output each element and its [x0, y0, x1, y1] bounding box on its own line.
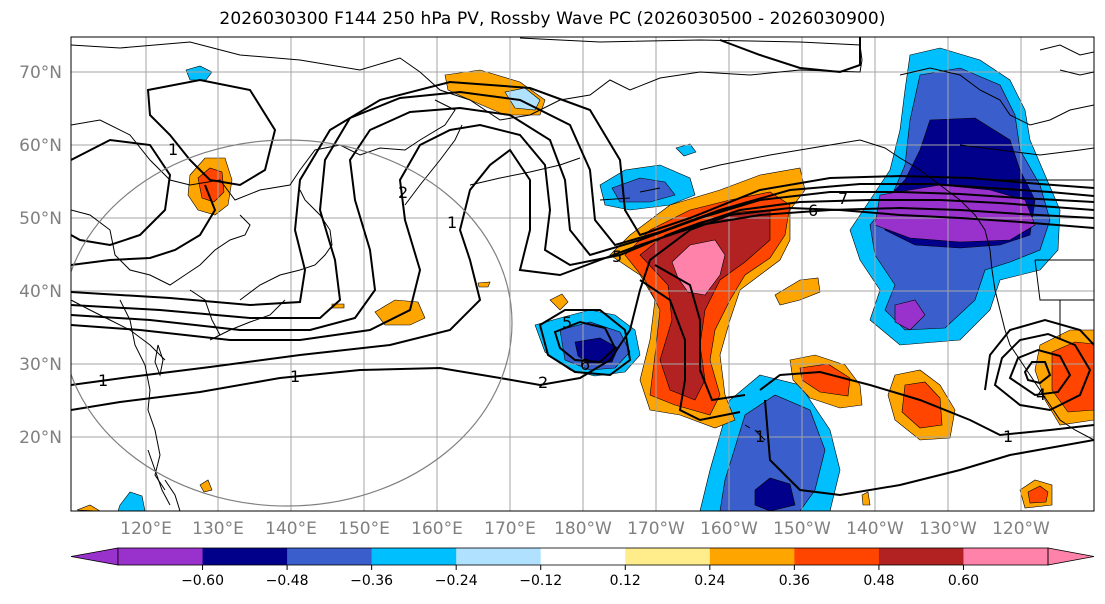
colorbar-tick-label: 0.24 [694, 573, 725, 589]
lon-label: 160°W [700, 519, 758, 539]
map-frame [70, 36, 1095, 512]
colorbar-tick-label: −0.36 [350, 573, 393, 589]
lon-label: 170°E [484, 519, 536, 539]
contour-label: 6 [808, 201, 818, 220]
lon-label: 140°E [265, 519, 317, 539]
colorbar-segment [540, 548, 626, 565]
contour-label: 2 [398, 183, 408, 202]
colorbar-segment [794, 548, 880, 565]
lon-label: 120°W [992, 519, 1050, 539]
colorbar-tick-label: 0.36 [779, 573, 810, 589]
lon-label: 130°E [192, 519, 244, 539]
lon-label: 140°W [846, 519, 904, 539]
colorbar-tick-label: 0.60 [948, 573, 979, 589]
pos-anomaly-se-2b [901, 381, 943, 429]
reference-circle [71, 139, 513, 507]
contour-label: 7 [838, 189, 848, 208]
lon-label: 150°E [338, 519, 390, 539]
neg-anomaly-south-3 [754, 477, 796, 511]
map-title: 2026030300 F144 250 hPa PV, Rossby Wave … [219, 9, 886, 29]
neg-anomaly-south-2 [719, 394, 826, 511]
contour-label: 5 [562, 313, 572, 332]
colorbar-extend-max [1047, 547, 1095, 566]
lat-label: 60°N [19, 136, 62, 156]
pos-anomaly-small-4 [199, 479, 213, 493]
lat-label: 40°N [19, 282, 62, 302]
colorbar-segment [118, 548, 204, 565]
colorbar-segment [456, 548, 542, 565]
colorbar-segment [963, 548, 1049, 565]
coastlines [71, 37, 1094, 511]
contour-labels: 1 2 1 1 1 1 2 5 6 5 6 7 4 1 [98, 140, 1046, 446]
neg-anomaly-topleft [185, 65, 213, 81]
pos-anomaly-north-2 [504, 87, 541, 111]
lat-label: 70°N [19, 63, 62, 83]
neg-anomaly-central-3 [574, 337, 619, 365]
contour-label: 1 [755, 427, 765, 446]
lon-label: 130°W [919, 519, 977, 539]
pos-anomaly-small-1 [374, 299, 426, 326]
lon-label: 170°W [627, 519, 685, 539]
colorbar-segment [202, 548, 288, 565]
contour-label: 1 [168, 140, 178, 159]
pos-anomaly-small-2 [549, 293, 569, 311]
pos-anomaly-small-6 [861, 491, 871, 506]
contour-label: 1 [98, 371, 108, 390]
lat-label: 20°N [19, 428, 62, 448]
pos-anomaly-small-5 [477, 281, 491, 288]
lat-label: 30°N [19, 355, 62, 375]
colorbar-segment [625, 548, 711, 565]
contour-label: 6 [580, 355, 590, 374]
colorbar-segment [287, 548, 373, 565]
colorbar-segment [371, 548, 457, 565]
contour-label: 2 [538, 373, 548, 392]
contour-label: 5 [612, 247, 622, 266]
colorbar-tick-label: −0.12 [519, 573, 562, 589]
neg-anomaly-bottomleft [117, 491, 146, 511]
contour-label: 1 [447, 213, 457, 232]
colorbar-frame [117, 547, 1049, 566]
colorbar-segment [709, 548, 795, 565]
lon-label: 150°W [773, 519, 831, 539]
colorbar-tick-label: 0.12 [610, 573, 641, 589]
colorbar-tick-label: 0.48 [863, 573, 894, 589]
colorbar-tick-label: −0.60 [181, 573, 224, 589]
pos-anomaly-small-e1b [1027, 485, 1049, 504]
neg-anomaly-aleutian-2 [611, 177, 676, 203]
lon-label: 160°E [411, 519, 463, 539]
latitude-labels: 70°N 60°N 50°N 40°N 30°N 20°N [19, 63, 62, 448]
neg-anomaly-small-1 [894, 299, 926, 331]
lon-label: 120°E [120, 519, 172, 539]
contour-label: 1 [1003, 427, 1013, 446]
graticule [71, 37, 1094, 511]
colorbar: −0.60 −0.48 −0.36 −0.24 −0.12 0.12 0.24 0.36 0.4… [70, 547, 1095, 589]
lat-label: 50°N [19, 209, 62, 229]
pv-contours [71, 37, 1094, 497]
lon-label: 180°W [554, 519, 612, 539]
colorbar-tick-label: −0.48 [266, 573, 309, 589]
colorbar-tick-label: −0.24 [435, 573, 478, 589]
colorbar-segment [878, 548, 964, 565]
colorbar-extend-min [70, 547, 119, 566]
contour-label: 4 [1036, 385, 1046, 404]
longitude-labels: 120°E 130°E 140°E 150°E 160°E 170°E 180°… [120, 519, 1050, 539]
contour-label: 1 [290, 367, 300, 386]
